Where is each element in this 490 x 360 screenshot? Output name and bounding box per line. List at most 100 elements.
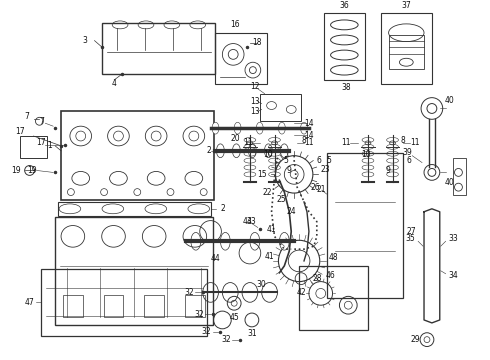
Text: 15: 15 — [257, 170, 267, 179]
Text: 33: 33 — [449, 234, 459, 243]
Text: 31: 31 — [247, 329, 257, 338]
Text: 40: 40 — [445, 96, 454, 105]
Text: 2: 2 — [220, 204, 225, 213]
Text: 32: 32 — [202, 327, 212, 336]
Text: 17: 17 — [37, 138, 46, 147]
Ellipse shape — [248, 144, 256, 158]
Text: 5: 5 — [283, 156, 288, 165]
Text: 34: 34 — [449, 271, 459, 280]
Text: 17: 17 — [15, 127, 24, 136]
Text: 19: 19 — [27, 166, 36, 175]
Text: 20: 20 — [230, 135, 240, 144]
Text: 28: 28 — [312, 274, 321, 283]
Text: 24: 24 — [287, 207, 296, 216]
Text: 11: 11 — [243, 138, 253, 147]
Bar — [102, 23, 216, 74]
Ellipse shape — [250, 233, 260, 250]
Text: 16: 16 — [230, 21, 240, 30]
Text: 19: 19 — [11, 166, 21, 175]
Bar — [58, 202, 211, 216]
Text: 36: 36 — [340, 1, 349, 10]
Bar — [389, 35, 424, 69]
Text: 40: 40 — [445, 178, 454, 187]
Text: 29: 29 — [410, 335, 420, 344]
Text: 5: 5 — [326, 156, 331, 165]
Text: 4: 4 — [112, 80, 117, 89]
Bar — [324, 13, 365, 80]
Text: 30: 30 — [257, 280, 267, 289]
Text: 12: 12 — [250, 82, 260, 91]
Text: 39: 39 — [402, 148, 412, 157]
Text: 22: 22 — [263, 188, 272, 197]
Text: 8: 8 — [400, 136, 405, 145]
Text: 32: 32 — [184, 288, 194, 297]
Bar — [299, 266, 368, 330]
Ellipse shape — [278, 122, 285, 134]
Text: 38: 38 — [342, 83, 351, 92]
Text: 11: 11 — [304, 138, 314, 147]
Bar — [20, 136, 48, 158]
Bar — [453, 158, 466, 195]
Text: 13: 13 — [250, 97, 260, 106]
Text: 9: 9 — [287, 166, 292, 175]
Bar — [41, 269, 207, 336]
Bar — [145, 295, 164, 317]
Text: 45: 45 — [229, 312, 239, 321]
Text: 46: 46 — [326, 271, 336, 280]
Ellipse shape — [191, 233, 201, 250]
Ellipse shape — [212, 122, 219, 134]
Text: 43: 43 — [247, 217, 257, 226]
Text: 11: 11 — [411, 138, 420, 147]
Text: 7: 7 — [24, 112, 29, 121]
Text: 11: 11 — [342, 138, 351, 147]
Bar — [61, 112, 214, 200]
Text: 25: 25 — [276, 195, 286, 204]
Text: 43: 43 — [243, 217, 253, 226]
Bar — [381, 13, 432, 84]
Text: 14: 14 — [304, 119, 314, 128]
Bar — [55, 217, 213, 325]
Text: 9: 9 — [385, 166, 390, 175]
Text: 6: 6 — [317, 156, 321, 165]
Text: 18: 18 — [252, 38, 262, 47]
Text: 48: 48 — [329, 253, 338, 262]
Text: 42: 42 — [296, 288, 306, 297]
Text: 14: 14 — [304, 131, 314, 140]
Text: 10: 10 — [361, 150, 371, 159]
Ellipse shape — [256, 122, 263, 134]
Ellipse shape — [265, 144, 272, 158]
Text: 27: 27 — [406, 227, 416, 236]
Ellipse shape — [279, 233, 289, 250]
Ellipse shape — [280, 144, 288, 158]
Text: 32: 32 — [194, 310, 203, 319]
Bar — [327, 153, 403, 298]
Text: 35: 35 — [405, 234, 415, 243]
Text: 7: 7 — [39, 117, 44, 126]
Text: 26: 26 — [310, 183, 319, 192]
Bar — [185, 295, 205, 317]
Text: 23: 23 — [321, 165, 330, 174]
Ellipse shape — [217, 144, 224, 158]
Bar — [260, 94, 301, 121]
Text: 6: 6 — [407, 156, 412, 165]
Ellipse shape — [300, 122, 307, 134]
Bar — [63, 295, 83, 317]
Text: 1: 1 — [47, 141, 51, 150]
Text: 41: 41 — [267, 225, 276, 234]
Text: 41: 41 — [265, 252, 274, 261]
Text: 3: 3 — [82, 36, 87, 45]
Text: 37: 37 — [401, 1, 411, 10]
Text: 8: 8 — [302, 136, 306, 145]
Text: 21: 21 — [317, 185, 326, 194]
Bar — [104, 295, 123, 317]
Bar — [216, 33, 267, 84]
Ellipse shape — [232, 144, 240, 158]
Text: 44: 44 — [211, 255, 220, 264]
Text: 47: 47 — [24, 298, 34, 307]
Ellipse shape — [220, 233, 230, 250]
Text: 10: 10 — [263, 150, 272, 159]
Text: 2: 2 — [206, 146, 211, 155]
Ellipse shape — [234, 122, 241, 134]
Text: 32: 32 — [221, 335, 231, 344]
Text: 13: 13 — [250, 107, 260, 116]
